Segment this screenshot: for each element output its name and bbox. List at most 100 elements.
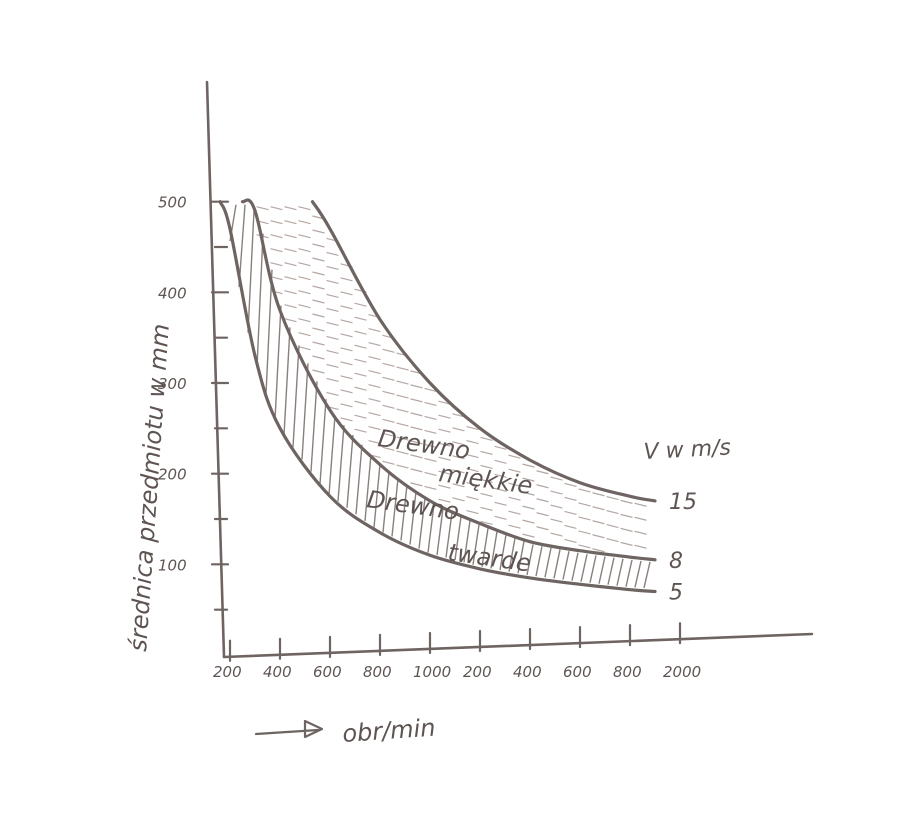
soft-hatch-stroke (634, 544, 647, 549)
hard-hatch-stroke (337, 425, 345, 502)
hard-hatch-stroke (418, 497, 426, 549)
soft-hatch-stroke (606, 509, 619, 515)
soft-hatch-stroke (564, 482, 577, 488)
x-tick-label: 600 (563, 663, 592, 681)
soft-hatch-stroke (354, 414, 367, 419)
x-axis-title: obr/min (341, 714, 436, 748)
soft-hatch-stroke (508, 482, 521, 487)
soft-hatch-stroke (326, 391, 339, 396)
soft-hatch-stroke (298, 318, 311, 323)
speed-unit-label: V w m/s (643, 435, 732, 465)
hard-hatch-stroke (553, 549, 561, 579)
soft-hatch-stroke (396, 464, 409, 469)
soft-hatch-stroke (634, 530, 647, 535)
soft-hatch-stroke (312, 285, 325, 290)
soft-hatch-stroke (354, 400, 367, 405)
soft-hatch-stroke (634, 502, 647, 507)
hard-hatch-stroke (247, 210, 255, 333)
soft-hatch-stroke (424, 457, 437, 463)
soft-hatch-stroke (438, 498, 451, 503)
hard-hatch-stroke (391, 478, 399, 537)
soft-hatch-stroke (368, 425, 381, 431)
x-tick-label: 1000 (413, 663, 451, 681)
soft-hatch-stroke (508, 496, 521, 501)
soft-hatch-stroke (368, 341, 381, 347)
hard-hatch-stroke (292, 345, 300, 448)
hard-hatch-stroke (319, 399, 327, 484)
soft-hatch-stroke (424, 401, 437, 407)
soft-hatch-stroke (298, 234, 311, 239)
soft-hatch-stroke (340, 347, 353, 352)
soft-hatch-stroke (298, 276, 311, 281)
soft-hatch-stroke (326, 307, 339, 312)
hard-hatch-stroke (265, 269, 273, 394)
soft-hatch-stroke (606, 523, 619, 529)
x-axis-arrow (254, 719, 324, 739)
hard-hatch-stroke (463, 520, 471, 563)
soft-hatch-stroke (494, 515, 507, 520)
x-tick-label: 400 (513, 663, 542, 681)
soft-hatch-stroke (284, 206, 297, 211)
soft-hatch-stroke (494, 473, 507, 478)
soft-hatch-stroke (452, 427, 465, 432)
hard-hatch-stroke (580, 554, 588, 582)
soft-hatch-stroke (536, 512, 549, 517)
soft-hatch-stroke (578, 488, 591, 493)
soft-hatch-stroke (396, 450, 409, 455)
soft-hatch-stroke (284, 318, 297, 323)
soft-hatch-stroke (592, 506, 605, 511)
hard-hatch-stroke (328, 415, 336, 495)
soft-hatch-stroke (368, 369, 381, 375)
soft-hatch-stroke (452, 455, 465, 460)
soft-hatch-stroke (368, 327, 381, 333)
soft-hatch-stroke (522, 533, 535, 538)
soft-hatch-stroke (550, 504, 563, 509)
soft-hatch-stroke (340, 333, 353, 338)
soft-hatch-stroke (284, 290, 297, 295)
soft-hatch-stroke (312, 299, 325, 304)
soft-hatch-stroke (410, 398, 423, 403)
soft-hatch-stroke (340, 361, 353, 366)
soft-hatch-stroke (494, 445, 507, 450)
soft-hatch-stroke (396, 408, 409, 413)
soft-hatch-stroke (340, 319, 353, 324)
soft-hatch-stroke (438, 484, 451, 489)
soft-hatch-stroke (592, 534, 605, 539)
hard-hatch-stroke (310, 381, 318, 472)
soft-hatch-stroke (410, 482, 423, 487)
y-axis-title: średnica przedmiotu w mm (124, 323, 175, 653)
soft-hatch-stroke (564, 538, 577, 544)
soft-hatch-stroke (270, 234, 283, 239)
hard-hatch-stroke (445, 512, 453, 558)
y-tick-label: 400 (158, 284, 187, 302)
soft-hatch-stroke (298, 248, 311, 253)
soft-hatch-stroke (480, 464, 493, 470)
hard-hatch-stroke (427, 504, 435, 553)
soft-hatch-stroke (382, 446, 395, 451)
soft-hatch-stroke (312, 355, 325, 360)
hard-hatch-stroke (283, 327, 291, 435)
soft-hatch-stroke (466, 425, 479, 431)
soft-hatch-stroke (270, 248, 283, 253)
hard-hatch-stroke (526, 544, 534, 576)
soft-hatch-stroke (606, 495, 619, 501)
soft-hatch-stroke (592, 548, 605, 553)
soft-hatch-stroke (466, 467, 479, 473)
soft-hatch-stroke (480, 450, 493, 456)
soft-hatch-stroke (340, 305, 353, 310)
soft-hatch-stroke (326, 251, 339, 256)
x-tick-label: 800 (613, 663, 642, 681)
soft-hatch-stroke (480, 478, 493, 484)
soft-hatch-stroke (354, 302, 367, 307)
hard-hatch-stroke (544, 547, 552, 578)
soft-hatch-stroke (424, 415, 437, 421)
hard-wood-hatching (229, 204, 651, 589)
soft-hatch-stroke (298, 290, 311, 295)
hard-hatch-stroke (454, 516, 462, 560)
soft-hatch-stroke (480, 436, 493, 442)
hard-hatch-stroke (256, 233, 264, 368)
soft-hatch-stroke (522, 505, 535, 510)
soft-hatch-stroke (270, 276, 283, 281)
soft-hatch-stroke (298, 346, 311, 351)
soft-hatch-stroke (522, 477, 535, 482)
